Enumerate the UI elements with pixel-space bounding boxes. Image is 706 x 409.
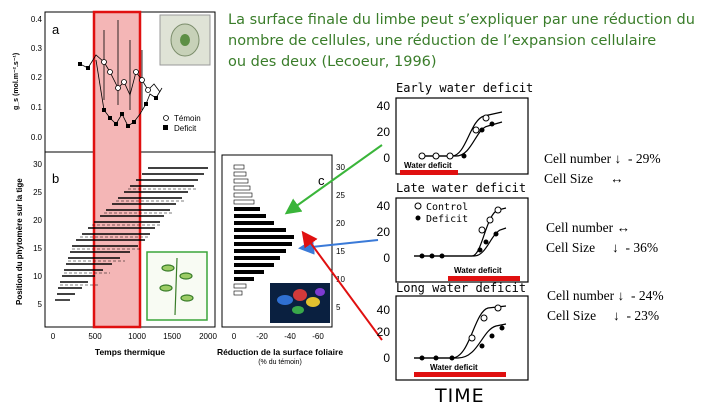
svg-text:25: 25 [33, 188, 42, 197]
svg-text:5: 5 [38, 300, 43, 309]
panel-c-x-ticks: 0 -20 -40 -60 [232, 332, 325, 341]
svg-text:40: 40 [377, 199, 391, 213]
panel-b-phytomer-lines [55, 167, 208, 301]
svg-text:0: 0 [383, 251, 390, 265]
plant-illustration [159, 257, 194, 316]
svg-text:10: 10 [336, 275, 345, 284]
svg-text:20: 20 [336, 219, 345, 228]
svg-text:Control: Control [426, 202, 468, 213]
svg-text:30: 30 [33, 160, 42, 169]
caption-line-2: nombre de cellules, une réduction de l’e… [228, 33, 657, 49]
svg-text:0.1: 0.1 [31, 103, 43, 112]
panel-b-y-ticks: 30 25 20 15 10 5 [33, 160, 42, 309]
svg-text:1000: 1000 [128, 332, 146, 341]
svg-text:Water deficit: Water deficit [430, 363, 478, 372]
early-deficit-panel: Early water deficit 40 20 0 Water deficit [377, 81, 533, 175]
svg-text:0.0: 0.0 [31, 133, 43, 142]
svg-text:-60: -60 [312, 332, 324, 341]
svg-text:10: 10 [33, 272, 42, 281]
svg-text:Early water deficit: Early water deficit [396, 81, 533, 95]
panel-c-bars [233, 164, 294, 296]
panel-c-x-sublabel: (% du témoin) [258, 359, 302, 366]
stats-early: Cell number ↓ - 29% Cell Size ↔ [544, 151, 661, 186]
svg-text:Late water deficit: Late water deficit [396, 181, 526, 195]
panel-c-y-ticks: 30 25 20 15 10 5 [336, 163, 345, 312]
svg-text:20: 20 [377, 225, 391, 239]
svg-text:-40: -40 [284, 332, 296, 341]
panel-b-label: b [52, 171, 59, 186]
svg-text:Long water deficit: Long water deficit [396, 281, 526, 295]
panel-c-label: c [318, 173, 325, 188]
deficit-period-highlight [92, 10, 142, 329]
svg-text:Témoin: Témoin [174, 114, 201, 123]
svg-text:20: 20 [377, 125, 391, 139]
svg-text:15: 15 [33, 244, 42, 253]
svg-text:0.2: 0.2 [31, 73, 43, 82]
panel-a-y-ticks: 0.4 0.3 0.2 0.1 0.0 [31, 15, 43, 142]
svg-text:40: 40 [377, 99, 391, 113]
svg-text:20: 20 [377, 325, 391, 339]
panel-b-x-label: Temps thermique [95, 347, 165, 357]
stats-late: Cell number ↔ Cell Size ↓ - 36% [546, 220, 659, 255]
svg-text:0: 0 [383, 151, 390, 165]
svg-text:15: 15 [336, 247, 345, 256]
svg-text:25: 25 [336, 191, 345, 200]
svg-text:Deficit: Deficit [426, 214, 468, 225]
time-axis-label: TIME [435, 385, 485, 407]
svg-text:Water deficit: Water deficit [404, 161, 452, 170]
svg-text:0: 0 [232, 332, 237, 341]
svg-text:-20: -20 [256, 332, 268, 341]
svg-text:30: 30 [336, 163, 345, 172]
panel-a-legend: Témoin Deficit [163, 114, 201, 133]
late-deficit-panel: Late water deficit 40 20 0 Control Deficit… [377, 181, 529, 283]
svg-text:0.3: 0.3 [31, 44, 43, 53]
svg-text:5: 5 [336, 303, 341, 312]
panel-a-series [78, 20, 163, 128]
panel-b-y-label: Position du phytomère sur la tige [15, 178, 24, 305]
caption-line-1: La surface finale du limbe peut s’expliq… [228, 12, 695, 28]
panel-b-control-lines [60, 188, 196, 286]
svg-text:0: 0 [51, 332, 56, 341]
svg-text:500: 500 [88, 332, 102, 341]
panel-a-y-label: g_s (mol.m⁻².s⁻¹) [13, 53, 20, 110]
svg-text:0.4: 0.4 [31, 15, 43, 24]
panel-b-x-ticks: 0 500 1000 1500 2000 [51, 332, 218, 341]
svg-text:Water deficit: Water deficit [454, 266, 502, 275]
svg-text:40: 40 [377, 303, 391, 317]
svg-text:20: 20 [33, 216, 42, 225]
left-figure: a b c 0.4 0.3 0.2 0.1 0.0 g_s (mol.m⁻².s… [13, 10, 345, 366]
stats-long: Cell number ↓ - 24% Cell Size ↓ - 23% [547, 288, 664, 323]
svg-text:1500: 1500 [163, 332, 181, 341]
caption: La surface finale du limbe peut s’expliq… [228, 10, 698, 73]
panel-a-label: a [52, 22, 60, 37]
svg-text:Deficit: Deficit [174, 124, 197, 133]
caption-line-3: ou des deux (Lecoeur, 1996) [228, 54, 437, 70]
svg-text:2000: 2000 [199, 332, 217, 341]
long-deficit-panel: Long water deficit 40 20 0 Water deficit [377, 281, 529, 381]
svg-text:0: 0 [383, 351, 390, 365]
panel-c-x-label: Réduction de la surface foliaire [217, 347, 343, 357]
